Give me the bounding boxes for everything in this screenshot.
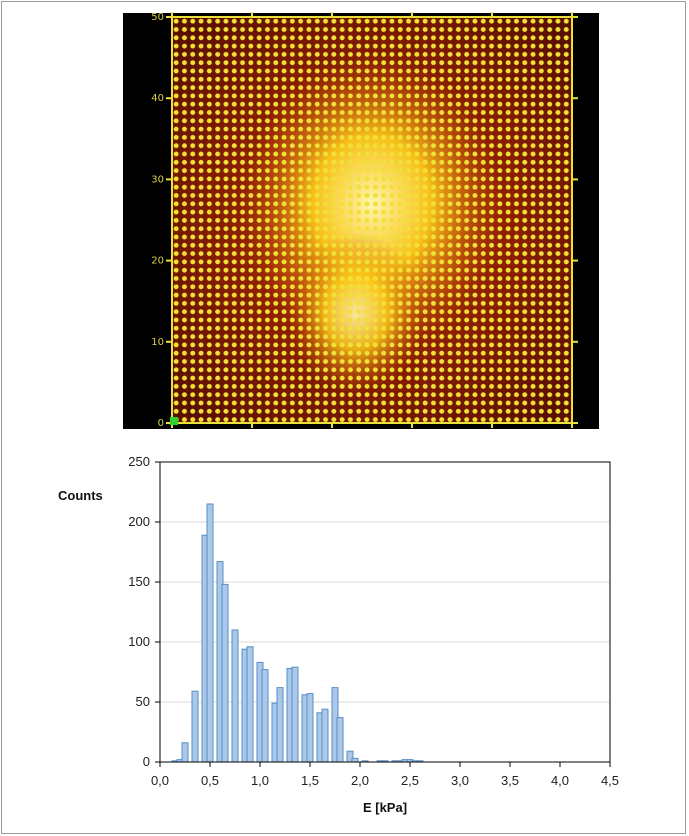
- heatmap-y-tick-label: 50: [151, 12, 164, 23]
- histogram-bar: [231, 629, 239, 763]
- dot-lattice: [172, 17, 572, 423]
- histogram-bar: [261, 669, 269, 763]
- y-axis-title: Counts: [58, 488, 103, 503]
- y-tick-label: 0: [143, 754, 150, 769]
- histogram-bar: [351, 757, 359, 763]
- y-tick-label: 150: [128, 574, 150, 589]
- histogram-bar: [291, 666, 299, 763]
- x-tick-label: 1,5: [301, 773, 319, 788]
- histogram-bar: [221, 583, 229, 763]
- x-tick-label: 0,0: [151, 773, 169, 788]
- heatmap-chart: 0 10 20 30 40 50: [123, 12, 599, 429]
- histogram-bar: [246, 646, 254, 763]
- x-tick-label: 2,0: [351, 773, 369, 788]
- heatmap-y-tick-label: 20: [151, 256, 164, 267]
- x-tick-label: 4,5: [601, 773, 619, 788]
- y-tick-label: 50: [136, 694, 150, 709]
- histogram-bar: [191, 690, 199, 763]
- heatmap-y-tick-label: 10: [151, 337, 164, 348]
- heatmap-frame: [171, 16, 573, 424]
- x-axis-title: E [kPa]: [363, 800, 407, 815]
- histogram-bar: [276, 687, 284, 763]
- histogram-bar: [336, 717, 344, 763]
- y-tick-label: 250: [128, 454, 150, 469]
- x-tick-label: 2,5: [401, 773, 419, 788]
- histogram-bar: [206, 503, 214, 763]
- histogram-bar: [306, 693, 314, 763]
- histogram-bar: [321, 708, 329, 763]
- heatmap-y-tick-label: 0: [158, 418, 164, 429]
- heatmap-y-tick-label: 30: [151, 174, 164, 185]
- x-tick-label: 0,5: [201, 773, 219, 788]
- origin-marker: [170, 417, 178, 425]
- x-tick-label: 1,0: [251, 773, 269, 788]
- y-tick-label: 100: [128, 634, 150, 649]
- x-tick-label: 3,5: [501, 773, 519, 788]
- x-tick-label: 4,0: [551, 773, 569, 788]
- plot-border: [159, 461, 611, 763]
- histogram-bar: [181, 742, 189, 763]
- heatmap-y-tick-label: 40: [151, 93, 164, 104]
- y-tick-label: 200: [128, 514, 150, 529]
- x-tick-label: 3,0: [451, 773, 469, 788]
